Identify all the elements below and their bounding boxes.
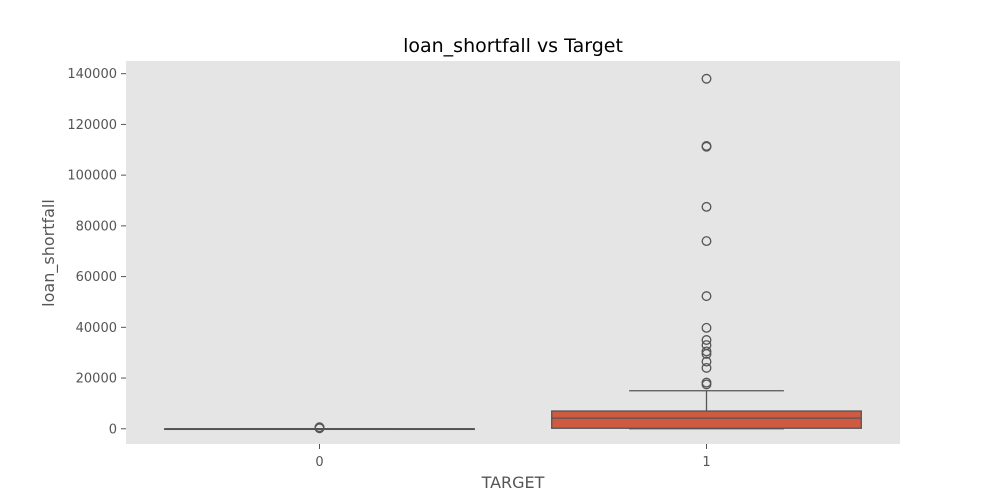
outlier-point (701, 346, 712, 357)
outlier-point (701, 73, 712, 84)
box-group-1 (551, 73, 862, 430)
y-tick-label: 0 (109, 422, 117, 437)
box-group-0 (164, 422, 475, 434)
outlier-point (701, 335, 712, 345)
x-axis-label: TARGET (481, 473, 545, 492)
outlier-point (701, 236, 712, 247)
y-tick-label: 140000 (67, 67, 117, 82)
box-series (164, 73, 862, 434)
outlier-point (314, 422, 325, 433)
y-axis-label: loan_shortfall (39, 199, 59, 307)
y-tick-label: 20000 (76, 372, 117, 387)
outlier-point (701, 201, 712, 212)
x-tick-label: 0 (315, 455, 323, 470)
y-axis: 0 20000 40000 60000 80000 100000 120000 140000 (67, 67, 126, 437)
y-tick-label: 80000 (76, 219, 117, 234)
y-tick-label: 60000 (76, 270, 117, 285)
box-body (551, 410, 862, 429)
outlier-point (701, 322, 712, 333)
outlier-point (701, 141, 712, 151)
outlier-point (701, 377, 712, 388)
plot-area (126, 61, 900, 444)
y-tick-label: 40000 (76, 321, 117, 336)
x-tick-label: 1 (702, 455, 710, 470)
outlier-point (701, 362, 712, 373)
chart-title: loan_shortfall vs Target (403, 35, 623, 57)
y-tick-label: 100000 (67, 169, 117, 184)
outlier-point (701, 340, 712, 351)
outlier-point (701, 291, 712, 302)
outlier-point (701, 356, 712, 367)
y-tick-label: 120000 (67, 118, 117, 133)
